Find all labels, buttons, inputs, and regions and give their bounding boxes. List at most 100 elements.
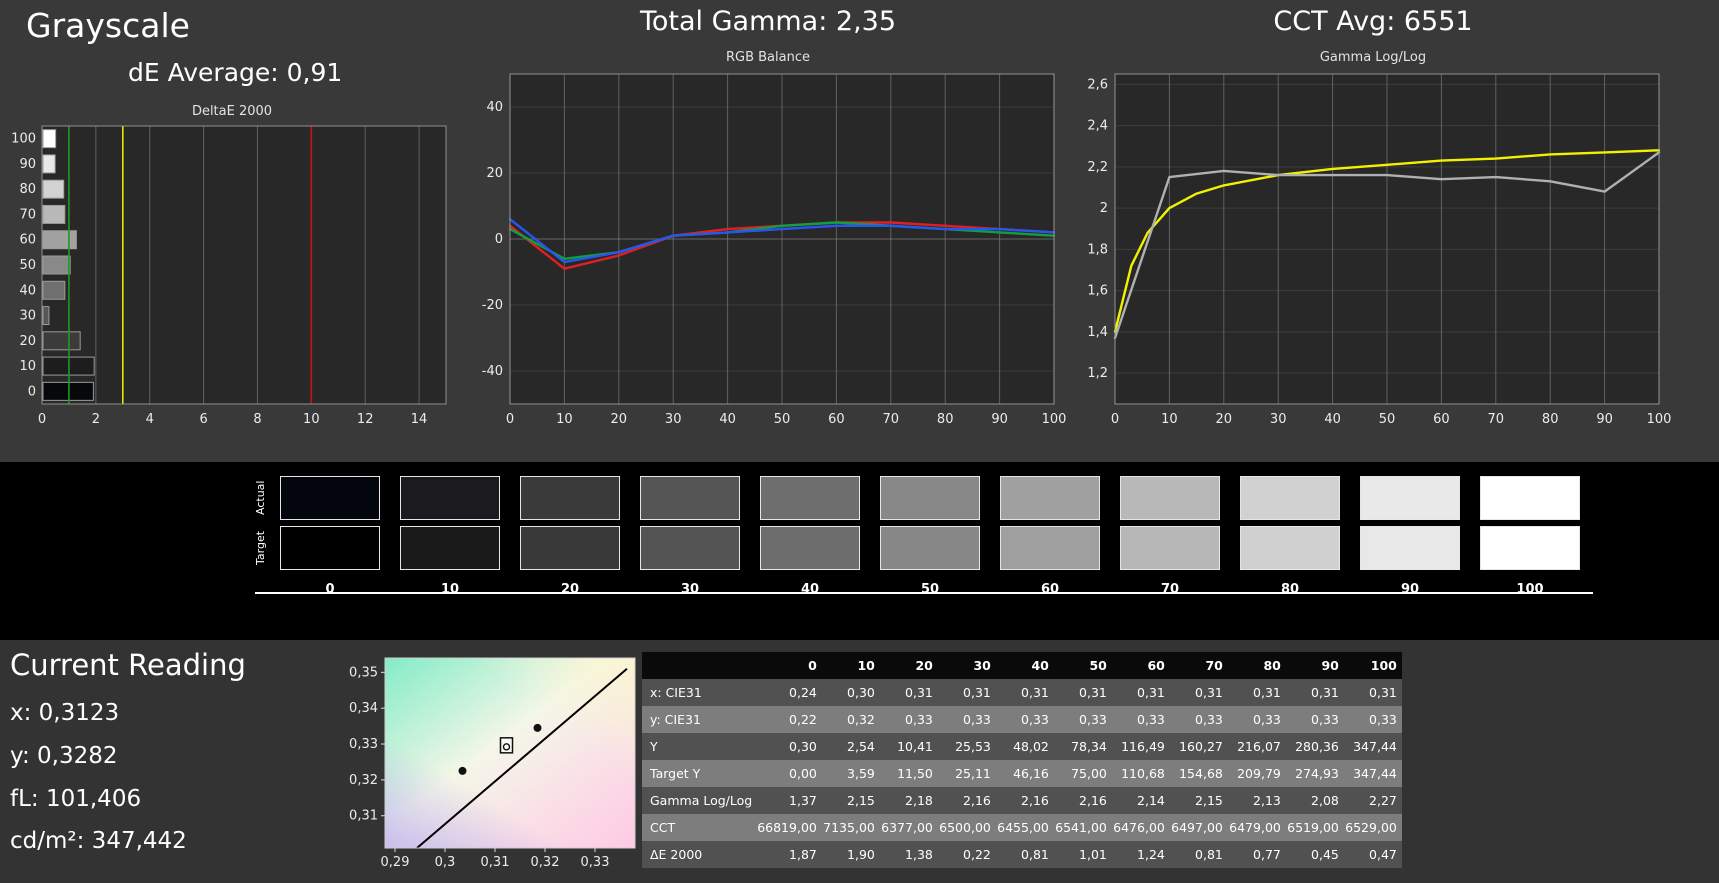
- table-col-header: 100: [1343, 652, 1402, 679]
- measurement-point: [533, 723, 542, 732]
- table-value-cell: 0,33: [1343, 706, 1402, 733]
- table-value-cell: 347,44: [1343, 760, 1402, 787]
- rgb-balance-chart-plot: -40 -20 0 20 40 0 10 20 30 40 50 60 70 80 90 100: [482, 73, 1067, 427]
- table-value-cell: 6455,00: [995, 814, 1054, 841]
- table-col-header: 50: [1053, 652, 1112, 679]
- target-swatch-90: [1360, 526, 1460, 570]
- table-value-cell: 0,31: [1285, 679, 1344, 706]
- axis-tick-label: 90: [1596, 412, 1613, 427]
- axis-tick-label: 0,31: [481, 855, 510, 870]
- axis-tick-label: 0: [1111, 412, 1119, 427]
- axis-tick-label: 80: [1542, 412, 1559, 427]
- axis-tick-label: 12: [357, 412, 374, 427]
- table-col-header: 0: [757, 652, 822, 679]
- table-value-cell: 6479,00: [1227, 814, 1286, 841]
- rgb-balance-chart-title: RGB Balance: [725, 50, 810, 65]
- swatch-underline: [255, 592, 1593, 594]
- table-value-cell: 2,14: [1111, 787, 1170, 814]
- target-swatch-20: [520, 526, 620, 570]
- axis-tick-label: 0,32: [349, 773, 378, 788]
- swatch-column-60: 60: [1000, 476, 1100, 597]
- table-value-cell: 6497,00: [1169, 814, 1228, 841]
- reading-fl-value: fL: 101,406: [10, 786, 142, 812]
- table-value-cell: 2,27: [1343, 787, 1402, 814]
- current-reading-marker: [499, 737, 514, 754]
- table-value-cell: 2,13: [1227, 787, 1286, 814]
- table-value-cell: 154,68: [1169, 760, 1228, 787]
- cie-chromaticity-diagram: 0,31 0,32 0,33 0,34 0,35 0,29 0,3 0,31 0,32 0,33: [349, 657, 636, 870]
- table-value-cell: 0,00: [757, 760, 822, 787]
- axis-tick-label: 20: [486, 166, 503, 181]
- deltae-bar-20: [42, 331, 81, 351]
- swatch-level-label: 30: [680, 582, 700, 597]
- axis-tick-label: 6: [199, 412, 207, 427]
- actual-swatch-30: [640, 476, 740, 520]
- table-value-cell: 48,02: [995, 733, 1054, 760]
- actual-swatch-60: [1000, 476, 1100, 520]
- table-row: Target Y 0,00 3,59 11,50 25,11 46,16 75,00 110,…: [642, 760, 1402, 787]
- deltae-bar-70: [42, 204, 66, 224]
- table-row: CCT 66819,00 7135,00 6377,00 6500,00 6455,00 6…: [642, 814, 1402, 841]
- table-value-cell: 6500,00: [937, 814, 996, 841]
- axis-tick-label: 0: [506, 412, 514, 427]
- axis-tick-label: 20: [1216, 412, 1233, 427]
- table-value-cell: 110,68: [1111, 760, 1170, 787]
- current-reading-title: Current Reading: [10, 648, 246, 682]
- table-value-cell: 0,30: [821, 679, 880, 706]
- table-col-header: 40: [995, 652, 1054, 679]
- axis-tick-label: 10: [1161, 412, 1178, 427]
- target-swatch-70: [1120, 526, 1220, 570]
- plot-background: [42, 126, 446, 404]
- swatch-column-20: 20: [520, 476, 620, 597]
- axis-tick-label: 20: [19, 334, 36, 349]
- axis-tick-label: 8: [253, 412, 261, 427]
- table-value-cell: 0,33: [1053, 706, 1112, 733]
- table-value-cell: 0,33: [1227, 706, 1286, 733]
- table-value-cell: 66819,00: [757, 814, 822, 841]
- table-value-cell: 0,31: [1111, 679, 1170, 706]
- table-value-cell: 1,90: [821, 841, 880, 868]
- table-value-cell: 0,47: [1343, 841, 1402, 868]
- axis-tick-label: 14: [411, 412, 428, 427]
- swatch-column-0: 0: [280, 476, 380, 597]
- table-value-cell: 280,36: [1285, 733, 1344, 760]
- axis-tick-label: 80: [937, 412, 954, 427]
- table-value-cell: 46,16: [995, 760, 1054, 787]
- axis-tick-label: 0,32: [531, 855, 560, 870]
- axis-tick-label: 60: [828, 412, 845, 427]
- table-row-label: Y: [642, 733, 758, 760]
- table-value-cell: 0,33: [879, 706, 938, 733]
- table-value-cell: 3,59: [821, 760, 880, 787]
- deltae-bar-60: [42, 230, 77, 250]
- axis-tick-label: 30: [665, 412, 682, 427]
- axis-tick-label: 0: [495, 232, 503, 247]
- reading-x-value: x: 0,3123: [10, 700, 120, 726]
- axis-tick-label: -20: [482, 298, 503, 313]
- table-row: x: CIE31 0,24 0,30 0,31 0,31 0,31 0,31 0,31 0,31…: [642, 679, 1402, 706]
- axis-tick-label: 0,33: [349, 737, 378, 752]
- table-value-cell: 0,24: [757, 679, 822, 706]
- axis-tick-label: 10: [556, 412, 573, 427]
- swatch-column-50: 50: [880, 476, 980, 597]
- axis-tick-label: 40: [719, 412, 736, 427]
- axis-tick-label: -40: [482, 364, 503, 379]
- table-value-cell: 2,08: [1285, 787, 1344, 814]
- table-value-cell: 7135,00: [821, 814, 880, 841]
- swatch-column-90: 90: [1360, 476, 1460, 597]
- grayscale-charts-panel: Grayscale dE Average: 0,91 Total Gamma: …: [11, 6, 1672, 427]
- table-value-cell: 6377,00: [879, 814, 938, 841]
- de-average-label: dE Average: 0,91: [128, 58, 343, 87]
- swatch-level-label: 20: [560, 582, 580, 597]
- target-swatch-10: [400, 526, 500, 570]
- swatch-grid: 0 10 20 30 40 50 60 70 80 90 100: [280, 476, 1580, 597]
- table-row-label: Target Y: [642, 760, 758, 787]
- axis-tick-label: 40: [486, 100, 503, 115]
- table-value-cell: 1,37: [757, 787, 822, 814]
- table-value-cell: 1,01: [1053, 841, 1112, 868]
- table-value-cell: 209,79: [1227, 760, 1286, 787]
- table-value-cell: 0,22: [937, 841, 996, 868]
- axis-tick-label: 100: [1042, 412, 1067, 427]
- table-value-cell: 2,16: [995, 787, 1054, 814]
